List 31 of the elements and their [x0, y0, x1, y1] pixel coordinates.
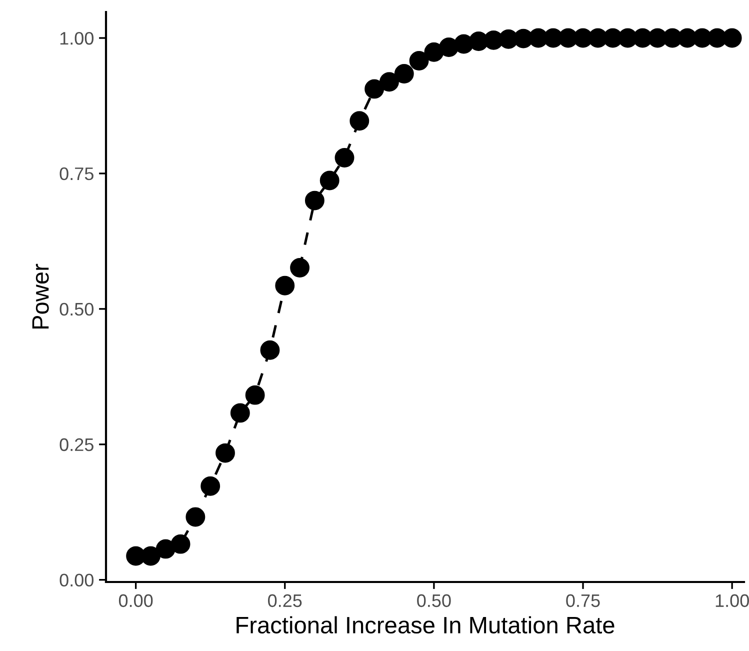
x-tick-label: 0.25	[268, 594, 302, 608]
y-tick-label: 0.25	[60, 438, 94, 452]
x-tick-label: 0.75	[566, 594, 600, 608]
x-tick-label: 0.00	[118, 594, 153, 608]
point	[380, 72, 399, 92]
point	[275, 276, 295, 296]
point	[394, 64, 414, 84]
y-tick-label: 1.00	[60, 32, 94, 45]
point	[260, 340, 280, 360]
point	[334, 148, 354, 168]
y-tick-label: 0.75	[60, 167, 94, 180]
point	[304, 190, 324, 210]
y-tick-label: 0.50	[60, 302, 94, 316]
point	[186, 507, 206, 527]
point	[156, 539, 176, 559]
point	[230, 403, 250, 423]
point	[424, 42, 444, 62]
point	[216, 443, 235, 463]
point	[409, 51, 429, 70]
point	[290, 258, 310, 278]
point	[200, 476, 220, 496]
point	[320, 170, 340, 190]
point	[170, 534, 190, 554]
y-tick-label: 0.00	[60, 574, 94, 587]
x-axis-title: Fractional Increase In Mutation Rate	[236, 616, 614, 634]
point	[364, 79, 384, 99]
x-tick-label: 1.00	[716, 594, 749, 608]
x-tick-label: 0.50	[417, 594, 451, 608]
point	[245, 385, 265, 405]
point	[350, 111, 370, 131]
y-axis-title: Power	[32, 264, 49, 329]
